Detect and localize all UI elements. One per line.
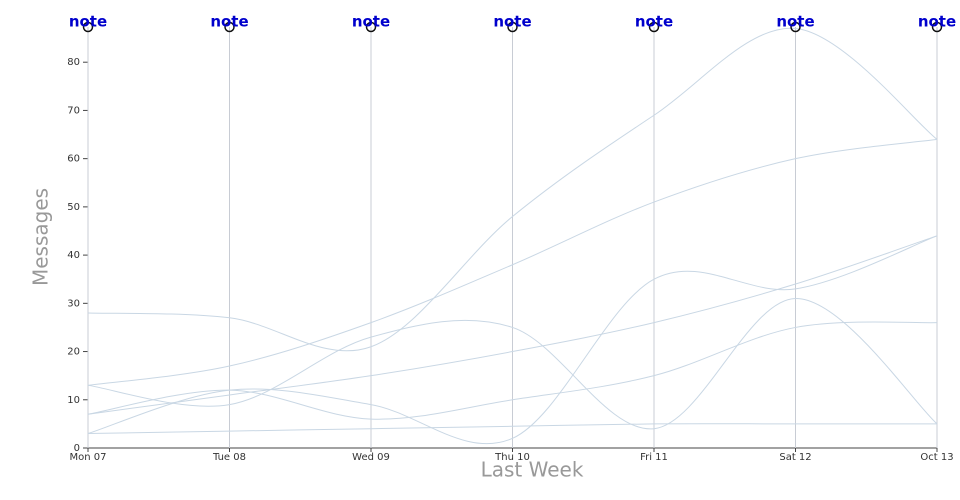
x-tick-label: Fri 11 [640, 452, 668, 463]
annotation-marker [790, 21, 801, 33]
series-line [87, 423, 937, 435]
y-tick-label: 50 [67, 202, 80, 213]
x-tick-label: Thu 10 [494, 452, 530, 463]
x-axis-title: Last Week [481, 458, 584, 482]
annotation-marker [931, 21, 943, 33]
y-tick-label: 20 [67, 347, 80, 358]
annotation: note [69, 13, 107, 31]
y-axis-title: Messages [29, 188, 53, 286]
y-tick-label: 30 [67, 298, 80, 309]
annotation-marker [648, 21, 660, 33]
annotation: note [352, 13, 390, 31]
annotation-marker [82, 21, 94, 33]
annotation: note [635, 13, 673, 31]
series-line [87, 27, 938, 352]
y-tick-label: 60 [67, 154, 80, 165]
y-tick-label: 40 [67, 250, 80, 261]
series-line [87, 298, 938, 430]
annotation: note [493, 13, 531, 31]
annotation-marker [365, 21, 377, 33]
x-tick-label: Wed 09 [352, 452, 390, 463]
y-tick-label: 10 [67, 395, 80, 406]
annotation: note [776, 13, 814, 31]
x-tick-label: Mon 07 [70, 452, 107, 463]
annotation-marker [224, 21, 235, 33]
x-tick-label: Sat 12 [779, 452, 811, 463]
y-tick-label: 0 [74, 443, 80, 454]
annotation-marker [507, 21, 518, 33]
series-line [87, 321, 938, 420]
annotation: note [210, 13, 248, 31]
x-tick-label: Tue 08 [212, 452, 246, 463]
series-line [87, 138, 938, 386]
series-line [87, 235, 938, 415]
annotation: note [918, 13, 956, 31]
x-tick-label: Oct 13 [920, 452, 953, 463]
y-tick-label: 80 [67, 57, 80, 68]
y-tick-label: 70 [67, 105, 80, 116]
